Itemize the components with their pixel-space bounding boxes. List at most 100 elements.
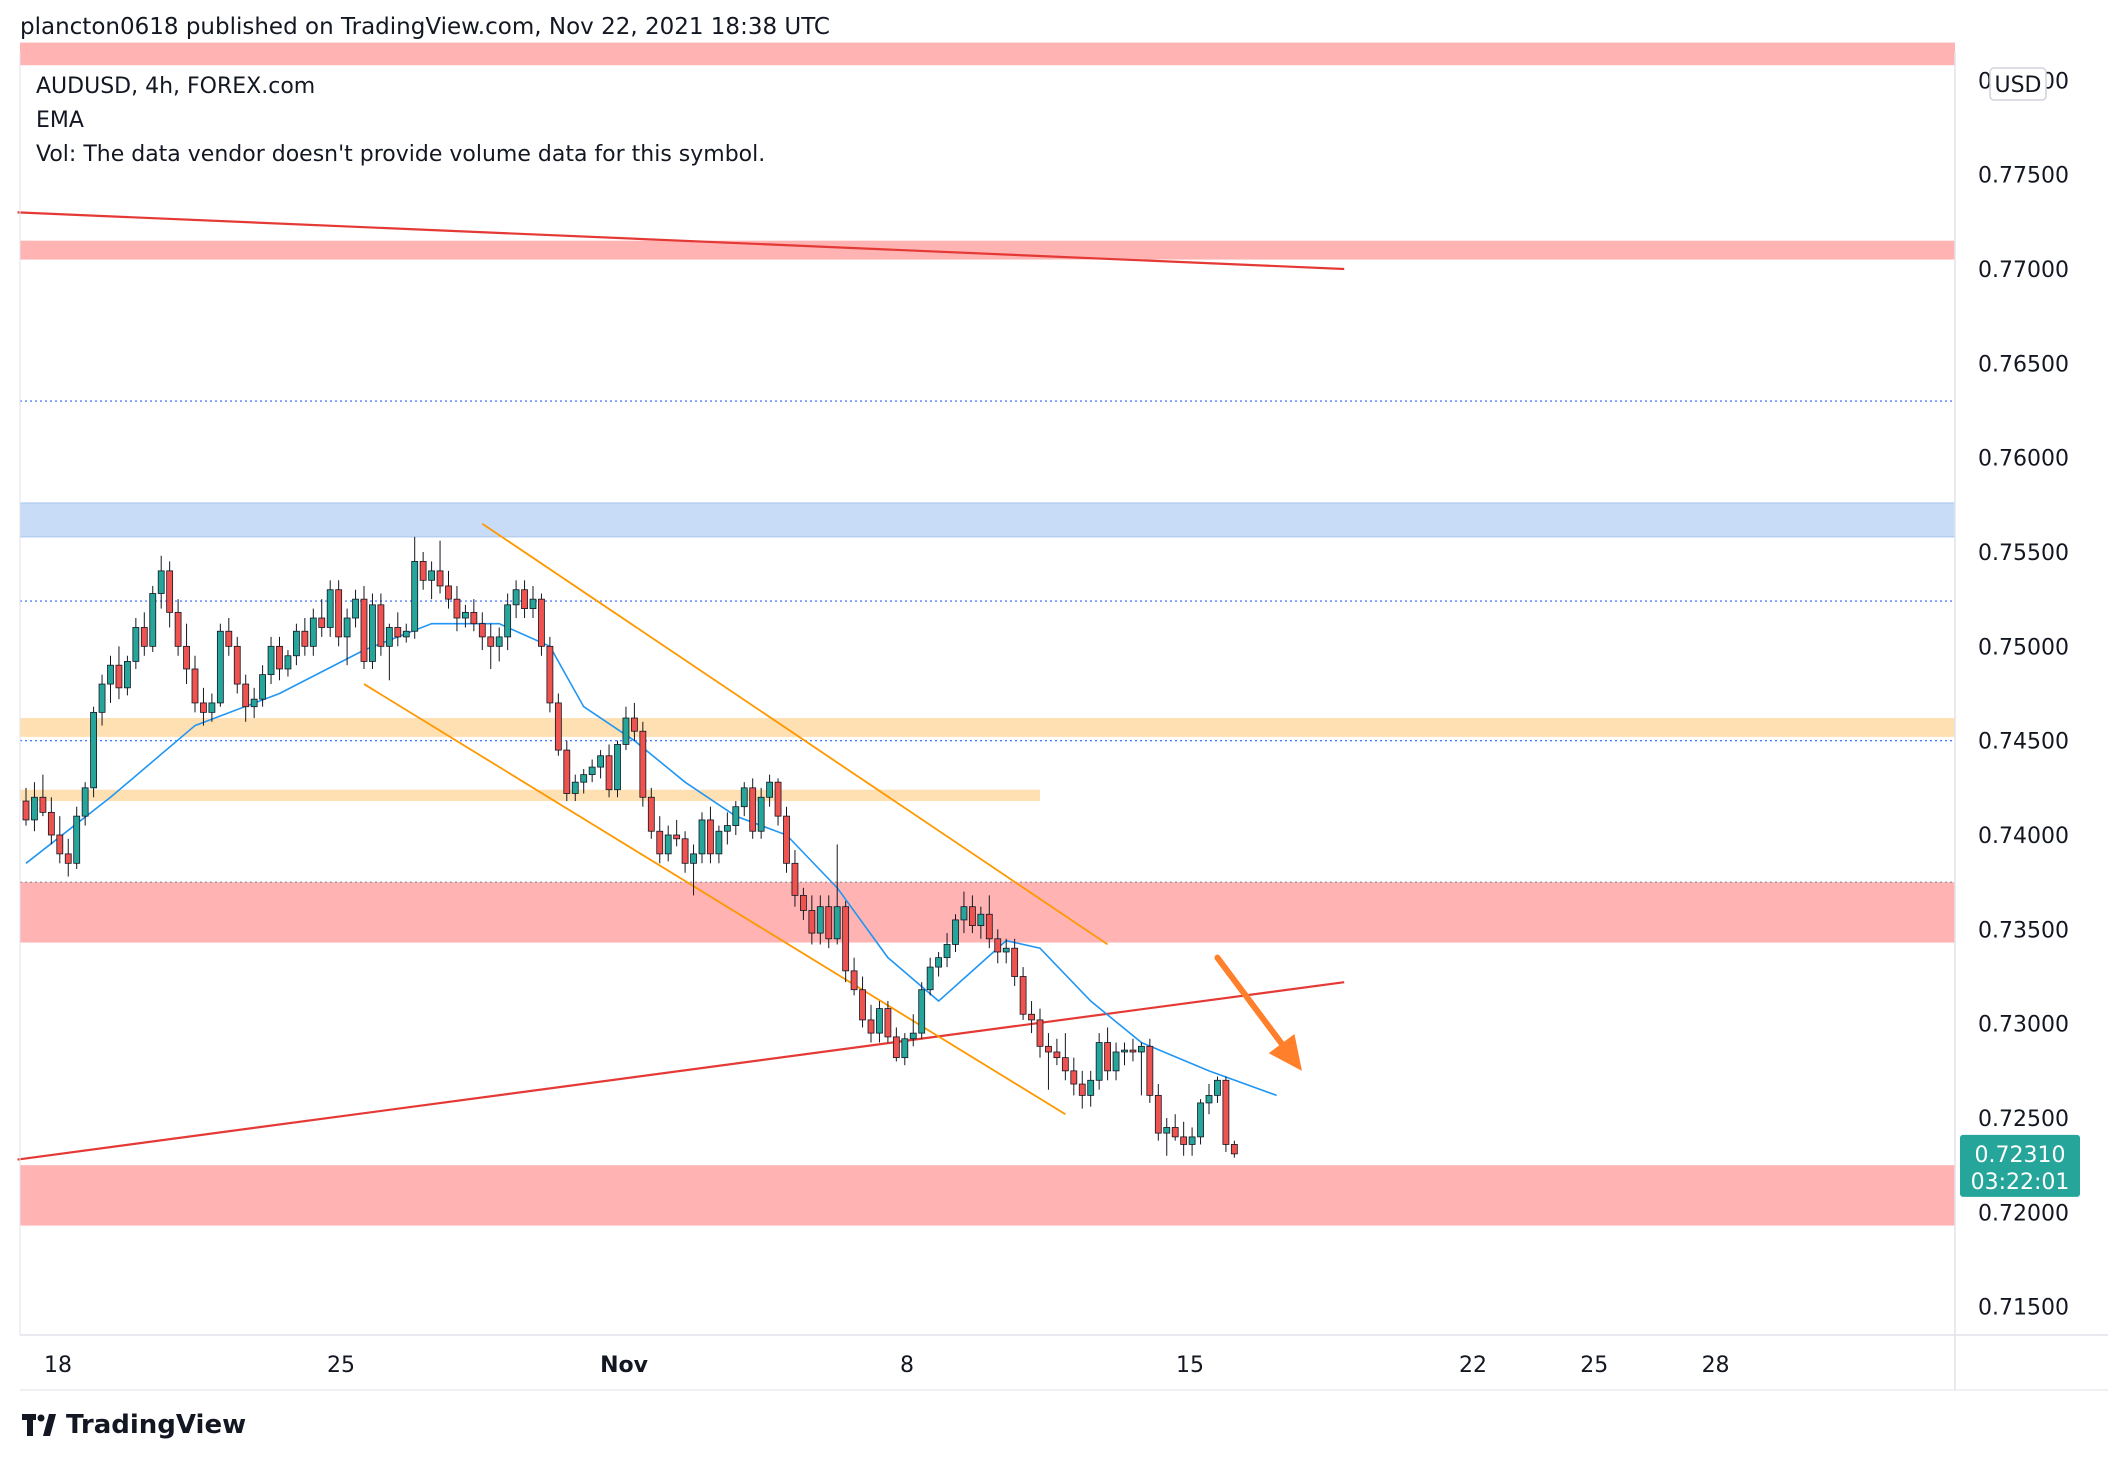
candle-54 [478, 612, 486, 651]
candle-body [1061, 1057, 1069, 1072]
candle-body [969, 906, 976, 926]
candle-body [833, 906, 841, 940]
candle-body [64, 853, 72, 864]
y-tick-label: 0.77500 [1978, 164, 2069, 189]
candle-body [453, 598, 461, 619]
candle-body [309, 617, 317, 647]
candle-99 [859, 976, 866, 1028]
candle-body [994, 938, 1002, 953]
candle-body [1121, 1049, 1128, 1053]
candle-85 [740, 782, 748, 817]
candle-125 [1078, 1070, 1086, 1109]
candle-115 [994, 929, 1002, 964]
candle-94 [816, 895, 824, 945]
candle-body [631, 717, 638, 732]
candle-body [90, 711, 97, 789]
candle-body [1087, 1079, 1095, 1096]
candle-body [1095, 1042, 1103, 1081]
candle-body [639, 730, 647, 798]
candle-body [1078, 1083, 1086, 1096]
candle-141 [1214, 1076, 1221, 1103]
footer-brand: TradingView [66, 1410, 247, 1440]
candle-87 [757, 787, 765, 839]
candle-119 [1028, 1001, 1035, 1034]
candle-body [250, 698, 258, 708]
currency-box [1989, 67, 2047, 101]
candle-body [352, 598, 359, 619]
candle-101 [876, 1001, 883, 1043]
candle-126 [1087, 1070, 1095, 1107]
candle-118 [1019, 967, 1027, 1020]
candle-body [816, 906, 824, 934]
zone-red-1 [20, 240, 1955, 260]
candle-body [478, 623, 486, 638]
candle-47 [419, 551, 427, 590]
candle-body [614, 744, 621, 791]
candle-15 [149, 585, 157, 652]
candle-body [808, 910, 816, 934]
candle-body [1163, 1127, 1171, 1134]
x-tick-label: 8 [900, 1353, 914, 1378]
candle-142 [1222, 1076, 1230, 1152]
zone-red-6 [20, 1165, 1955, 1226]
candle-body [664, 834, 672, 855]
candle-8 [90, 706, 97, 798]
candles-layer [22, 536, 1238, 1158]
legend-symbol[interactable]: AUDUSD, 4h, FOREX.com [36, 74, 316, 99]
candle-88 [766, 774, 773, 807]
candle-33 [301, 618, 309, 656]
candle-body [783, 815, 790, 864]
candle-120 [1036, 1008, 1044, 1058]
annotation-arrow-head [1268, 1034, 1302, 1071]
candle-20 [191, 655, 199, 713]
legend-indicator[interactable]: EMA [36, 108, 84, 133]
candle-body [681, 838, 689, 864]
candle-body [960, 906, 968, 921]
candle-body [538, 598, 545, 647]
candle-body [918, 989, 926, 1034]
x-tick-label: 18 [44, 1353, 72, 1378]
candle-4 [56, 816, 64, 864]
candle-body [588, 766, 596, 776]
candle-100 [867, 1004, 875, 1043]
candle-123 [1061, 1033, 1069, 1081]
candle-52 [461, 604, 469, 628]
candle-body [571, 781, 579, 794]
candle-81 [707, 806, 714, 864]
candle-1 [31, 782, 38, 832]
zone-orange-4 [20, 789, 1040, 802]
tradingview-footer[interactable]: TradingView [22, 1410, 246, 1440]
candle-body [157, 570, 165, 594]
trendlines-layer [17, 211, 1345, 1161]
candle-body [1053, 1051, 1061, 1059]
candle-23 [216, 623, 224, 707]
candle-134 [1154, 1084, 1162, 1141]
candle-70 [614, 740, 621, 798]
candle-body [1019, 976, 1027, 1015]
candle-body [926, 966, 934, 991]
candle-62 [546, 636, 554, 713]
y-tick-label: 0.71500 [1978, 1296, 2069, 1321]
candle-body [461, 611, 469, 619]
candle-103 [892, 1027, 900, 1062]
legend-volume-note: Vol: The data vendor doesn't provide vol… [36, 142, 766, 167]
candle-body [22, 800, 30, 821]
candle-body [39, 796, 47, 813]
zone-orange-3 [20, 718, 1955, 737]
zone-red-0 [20, 42, 1955, 66]
candle-10 [107, 655, 114, 703]
candle-body [369, 604, 376, 662]
candle-132 [1138, 1042, 1145, 1096]
candle-body [1197, 1102, 1204, 1138]
candle-body [774, 781, 782, 817]
candle-18 [174, 599, 182, 656]
candle-body [428, 570, 436, 581]
candle-body [1180, 1136, 1188, 1145]
candle-body [673, 834, 681, 840]
x-tick-label: 15 [1176, 1353, 1204, 1378]
candle-12 [124, 655, 131, 696]
candle-body [800, 894, 807, 911]
candle-body [656, 830, 664, 855]
candle-body [707, 819, 714, 855]
